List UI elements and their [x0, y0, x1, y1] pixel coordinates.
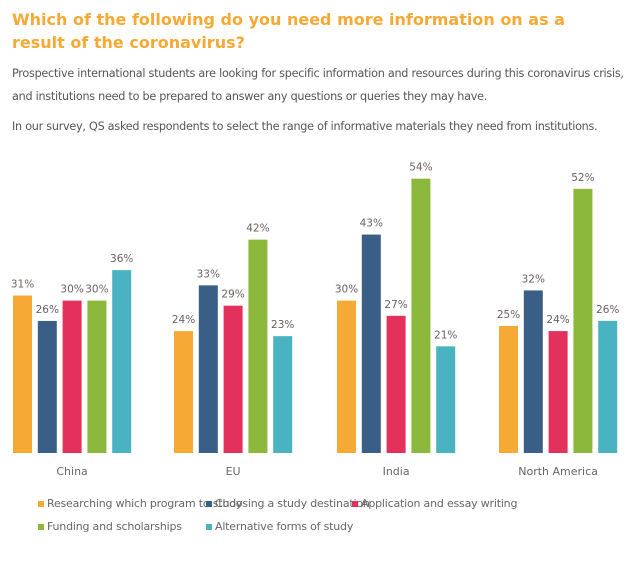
- data-label: 52%: [571, 172, 594, 184]
- bar: [337, 300, 356, 453]
- data-label: 43%: [360, 218, 383, 230]
- legend-swatch: [38, 500, 44, 507]
- intro-paragraph: Prospective international students are l…: [12, 67, 624, 103]
- data-label: 27%: [384, 299, 407, 311]
- survey-paragraph: In our survey, QS asked respondents to s…: [12, 120, 598, 133]
- data-label: 25%: [497, 309, 520, 321]
- data-label: 23%: [271, 319, 294, 331]
- legend-item: Researching which program to study: [38, 497, 242, 510]
- data-label: 26%: [596, 304, 619, 316]
- bar: [273, 336, 293, 453]
- legend-item: Choosing a study destination: [206, 497, 370, 510]
- bar: [37, 320, 57, 453]
- bar: [198, 285, 218, 453]
- legend-swatch: [38, 523, 44, 530]
- bar: [573, 188, 593, 453]
- bar: [174, 331, 193, 453]
- legend-item: Funding and scholarships: [38, 520, 182, 533]
- category-label: China: [56, 465, 87, 478]
- legend-label: Funding and scholarships: [47, 520, 182, 533]
- legend-item: Application and essay writing: [352, 497, 517, 510]
- page-heading: Which of the following do you need more …: [12, 10, 565, 52]
- legend-label: Researching which program to study: [47, 497, 243, 510]
- data-label: 26%: [36, 304, 59, 316]
- legend-swatch: [206, 523, 212, 530]
- legend-swatch: [206, 500, 212, 507]
- grouped-bar-chart: 31%26%30% 30%36%China24%33%29%42%23%EU30%…: [11, 162, 620, 478]
- bar: [548, 331, 568, 453]
- bar: [87, 300, 107, 453]
- legend-label: Alternative forms of study: [215, 520, 354, 533]
- category-label: EU: [226, 465, 241, 478]
- data-label: 30%: [335, 284, 358, 296]
- data-label: 21%: [434, 329, 457, 341]
- data-label: 42%: [246, 223, 269, 235]
- bar: [411, 178, 431, 453]
- legend-label: Application and essay writing: [361, 497, 518, 510]
- bar: [13, 295, 32, 453]
- bar: [112, 270, 132, 453]
- legend-label: Choosing a study destination: [215, 497, 370, 510]
- bar: [499, 326, 518, 453]
- bar: [386, 315, 406, 453]
- data-label: 36%: [110, 253, 133, 265]
- bar: [598, 320, 618, 453]
- bar: [248, 239, 268, 453]
- bar: [523, 290, 543, 453]
- legend-item: Alternative forms of study: [206, 520, 353, 533]
- data-label: 54%: [409, 162, 432, 174]
- data-label: 31%: [11, 279, 34, 291]
- category-label: North America: [518, 465, 598, 478]
- legend-swatch: [352, 500, 358, 507]
- data-label: 24%: [546, 314, 569, 326]
- data-label: 24%: [172, 314, 195, 326]
- bar: [436, 346, 456, 453]
- data-label: 29%: [221, 289, 244, 301]
- data-label: 33%: [197, 268, 220, 280]
- data-label: 30%: [85, 284, 108, 296]
- bar: [361, 234, 381, 453]
- category-label: India: [383, 465, 410, 478]
- bar: [62, 300, 82, 453]
- data-label: 32%: [522, 273, 545, 285]
- data-label: 30%: [60, 284, 83, 296]
- bar: [223, 305, 243, 453]
